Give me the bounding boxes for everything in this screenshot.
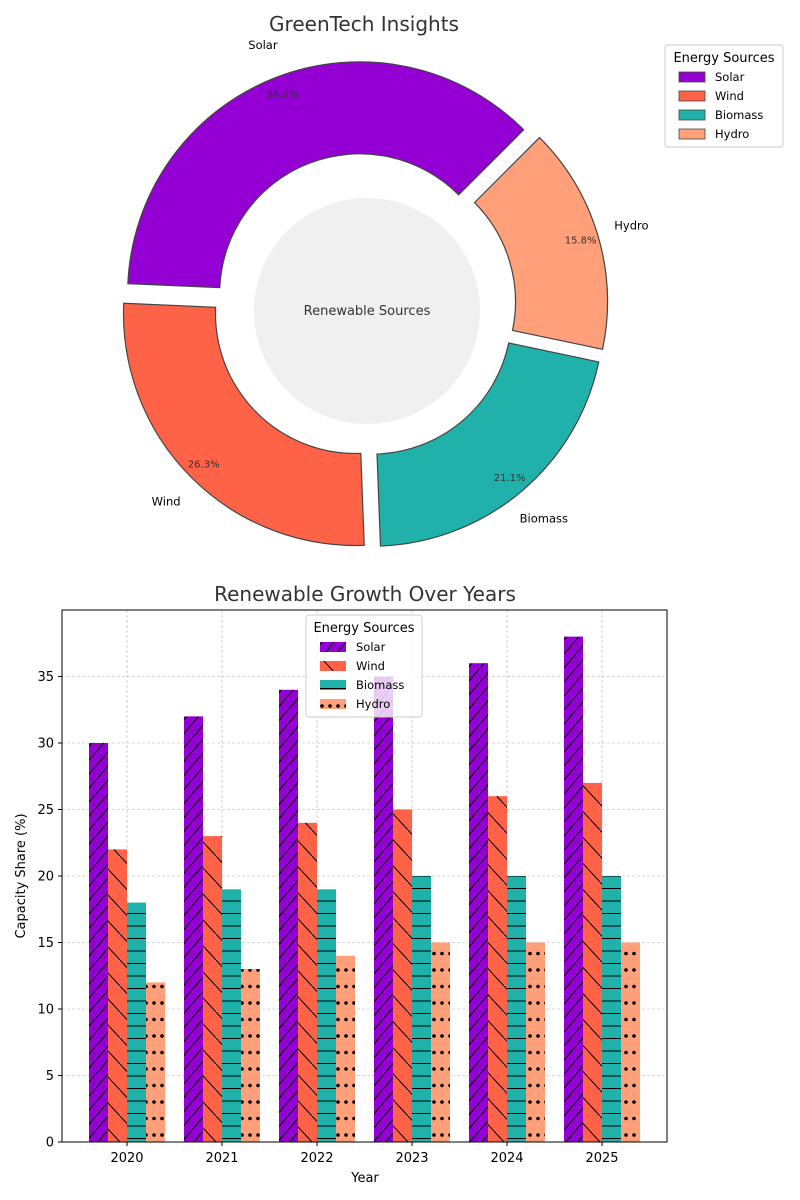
bar-wind-2023 xyxy=(393,809,412,1142)
pie-legend-swatch-hydro xyxy=(678,128,706,140)
bar-biomass-2024 xyxy=(507,876,526,1142)
bar-hydro-2023 xyxy=(431,942,450,1142)
pie-pct-wind: 26.3% xyxy=(188,459,220,470)
bar-legend-swatch-hydro xyxy=(320,699,346,709)
pie-pct-biomass: 21.1% xyxy=(494,473,526,484)
bar-legend-title: Energy Sources xyxy=(313,621,414,636)
pie-legend-box xyxy=(664,44,784,148)
x-tick-label: 2021 xyxy=(205,1151,238,1166)
bar-chart: Renewable Growth Over Years 051015202530… xyxy=(14,582,668,1186)
bar-biomass-2021 xyxy=(222,889,241,1142)
bar-hydro-2020 xyxy=(146,982,165,1142)
pie-legend-label-biomass: Biomass xyxy=(715,108,763,122)
bar-wind-2022 xyxy=(298,822,317,1142)
y-tick-label: 0 xyxy=(46,1136,54,1151)
pie-label-biomass: Biomass xyxy=(520,511,568,525)
pie-slice-wind xyxy=(122,302,365,547)
bar-hydro-2022 xyxy=(336,955,355,1142)
donut-center xyxy=(254,198,480,424)
y-tick-label: 35 xyxy=(37,670,54,685)
pie-pct-solar: 36.8% xyxy=(266,89,298,100)
y-tick-label: 15 xyxy=(37,936,54,951)
pie-legend-label-solar: Solar xyxy=(715,70,745,84)
bar-title: Renewable Growth Over Years xyxy=(214,582,516,606)
bar-solar-2021 xyxy=(184,716,203,1142)
bar-biomass-2020 xyxy=(127,902,146,1142)
y-axis: 0 5 10 15 20 25 30 35 xyxy=(37,670,62,1151)
bar-legend-label-wind: Wind xyxy=(356,659,385,673)
pie-slices: Solar 36.8% Wind 26.3% Biomass 21.1% Hydro 15.8… xyxy=(122,38,649,547)
bar-solar-2022 xyxy=(279,689,298,1142)
x-tick-label: 2024 xyxy=(490,1151,523,1166)
donut-chart: GreenTech Insights Solar 36.8% Wind 26.3% Bi… xyxy=(122,12,784,547)
bar-solar-2020 xyxy=(89,743,108,1142)
pie-pct-hydro: 15.8% xyxy=(565,236,597,247)
pie-label-solar: Solar xyxy=(248,38,278,52)
pie-slice-hydro xyxy=(473,136,609,351)
y-tick-label: 10 xyxy=(37,1003,54,1018)
bar-solar-2025 xyxy=(564,636,583,1142)
bar-legend-swatch-biomass xyxy=(320,680,346,690)
pie-legend-label-wind: Wind xyxy=(715,89,744,103)
pie-legend-swatch-wind xyxy=(678,90,706,102)
bar-hydro-2021 xyxy=(241,969,260,1142)
y-tick-label: 5 xyxy=(46,1069,54,1084)
y-tick-label: 30 xyxy=(37,737,54,752)
bar-legend-box xyxy=(305,614,423,718)
pie-slice-biomass xyxy=(376,342,600,547)
bar-biomass-2022 xyxy=(317,889,336,1142)
pie-legend-swatch-solar xyxy=(678,71,706,83)
bar-wind-2020 xyxy=(108,849,127,1142)
pie-legend-swatch-biomass xyxy=(678,109,706,121)
donut-center-label: Renewable Sources xyxy=(304,304,431,319)
bar-legend-swatch-wind xyxy=(320,661,346,671)
pie-legend-label-hydro: Hydro xyxy=(715,127,749,141)
bar-biomass-2023 xyxy=(412,876,431,1142)
bar-legend-label-solar: Solar xyxy=(356,640,386,654)
bar-solar-2024 xyxy=(469,663,488,1142)
x-tick-label: 2020 xyxy=(110,1151,143,1166)
bar-legend-label-hydro: Hydro xyxy=(356,697,390,711)
bar-solar-2023 xyxy=(374,676,393,1142)
x-tick-label: 2025 xyxy=(585,1151,618,1166)
x-axis: 2020 2021 2022 2023 2024 2025 xyxy=(110,1142,619,1166)
bar-wind-2025 xyxy=(583,782,602,1142)
bars xyxy=(89,636,640,1142)
bar-legend-label-biomass: Biomass xyxy=(356,678,404,692)
y-tick-label: 20 xyxy=(37,870,54,885)
pie-legend: Energy Sources Solar Wind Biomass Hydro xyxy=(664,44,784,148)
bar-wind-2024 xyxy=(488,796,507,1142)
bar-legend-swatch-solar xyxy=(320,642,346,652)
x-tick-label: 2022 xyxy=(300,1151,333,1166)
bar-legend: Energy Sources Solar Wind Biomass Hydro xyxy=(305,614,423,718)
pie-slice-solar xyxy=(127,61,525,289)
y-axis-label: Capacity Share (%) xyxy=(14,813,29,938)
bar-biomass-2025 xyxy=(602,876,621,1142)
pie-legend-title: Energy Sources xyxy=(673,51,774,66)
pie-label-hydro: Hydro xyxy=(614,218,648,232)
pie-label-wind: Wind xyxy=(152,495,181,509)
bar-hydro-2025 xyxy=(621,942,640,1142)
x-axis-label: Year xyxy=(350,1171,379,1186)
bar-wind-2021 xyxy=(203,836,222,1142)
y-tick-label: 25 xyxy=(37,803,54,818)
pie-title: GreenTech Insights xyxy=(269,12,459,36)
x-tick-label: 2023 xyxy=(395,1151,428,1166)
bar-hydro-2024 xyxy=(526,942,545,1142)
